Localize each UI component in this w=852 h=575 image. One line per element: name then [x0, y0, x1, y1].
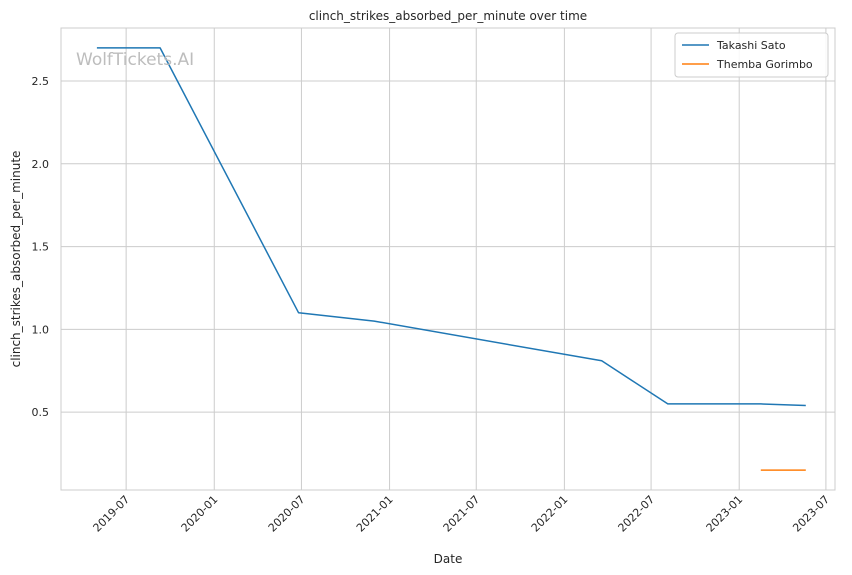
plot-frame: [60, 27, 836, 491]
series-group: [96, 47, 806, 471]
chart-title: clinch_strikes_absorbed_per_minute over …: [309, 9, 587, 23]
grid: [61, 28, 835, 490]
legend-label-themba-gorimbo: Themba Gorimbo: [716, 58, 813, 71]
y-tick-label: 1.0: [32, 323, 50, 336]
series-line-takashi-sato: [96, 47, 806, 407]
watermark: WolfTickets.AI: [76, 50, 194, 70]
legend-box: [674, 32, 829, 78]
x-axis-label: Date: [434, 552, 463, 566]
legend-label-takashi-sato: Takashi Sato: [716, 39, 786, 52]
y-tick-label: 0.5: [32, 406, 50, 419]
y-tick-labels: 0.5 1.0 1.5 2.0 2.5: [32, 75, 50, 419]
legend: Takashi Sato Themba Gorimbo: [674, 32, 829, 78]
y-axis-label: clinch_strikes_absorbed_per_minute: [9, 151, 23, 368]
y-tick-label: 2.0: [32, 158, 50, 171]
y-tick-label: 1.5: [32, 241, 50, 254]
y-tick-label: 2.5: [32, 75, 50, 88]
